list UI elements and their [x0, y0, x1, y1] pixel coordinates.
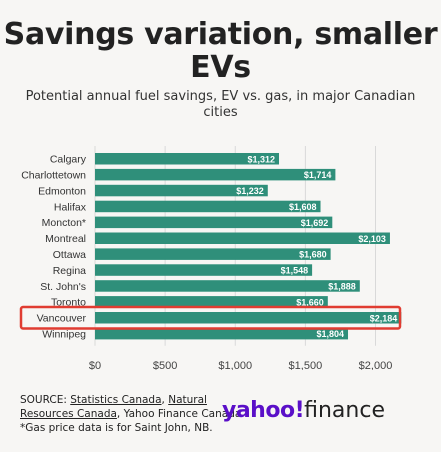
- category-labels: Calgary Charlottetown Edmonton Halifax Monct…: [21, 154, 87, 341]
- value-label: $1,888: [328, 281, 356, 291]
- bar: [95, 280, 360, 292]
- gas-price-note: *Gas price data is for Saint John, NB.: [20, 422, 213, 434]
- highlight-box: [19, 305, 402, 330]
- source-note: SOURCE: Statistics Canada, Natural Resou…: [20, 393, 250, 435]
- bar: [95, 232, 390, 244]
- value-label: $1,312: [247, 154, 275, 164]
- category-label: Toronto: [51, 297, 86, 309]
- source-link-nrcan[interactable]: Natural Resources Canada: [20, 394, 207, 420]
- value-label: $1,714: [304, 170, 332, 180]
- value-label: $2,103: [358, 234, 386, 244]
- category-label: Edmonton: [38, 185, 86, 197]
- bar: [95, 296, 328, 308]
- value-label: $1,660: [296, 297, 324, 307]
- value-label: $2,184: [370, 313, 398, 323]
- source-sep: ,: [161, 394, 169, 406]
- bar: [95, 168, 336, 181]
- category-label: St. John's: [40, 281, 86, 293]
- category-label: Moncton*: [42, 217, 86, 229]
- source-suffix: , Yahoo Finance Canada: [116, 408, 242, 420]
- bar: [95, 327, 349, 340]
- bar: [95, 312, 402, 324]
- category-label: Vancouver: [37, 313, 87, 325]
- logo-brand: yahoo!: [222, 398, 305, 423]
- value-labels: $1,312 $1,714 $1,232 $1,608 $1,692 $2,103 $1,6…: [236, 154, 397, 339]
- category-label: Winnipeg: [42, 328, 86, 340]
- category-label: Calgary: [50, 154, 87, 166]
- bar: [95, 216, 333, 229]
- logo-product: finance: [304, 398, 385, 423]
- category-label: Ottawa: [53, 249, 86, 261]
- bar: [95, 200, 321, 213]
- bar: [95, 248, 331, 260]
- x-tick-label: $0: [89, 360, 101, 370]
- bars: [95, 153, 402, 340]
- value-label: $1,232: [236, 186, 264, 196]
- yahoo-finance-logo: yahoo!finance: [222, 398, 385, 423]
- bar-chart: Calgary Charlottetown Edmonton Halifax Monct…: [19, 146, 402, 370]
- category-label: Halifax: [54, 201, 87, 213]
- source-prefix: SOURCE:: [20, 394, 71, 406]
- category-label: Regina: [53, 265, 86, 277]
- value-label: $1,608: [289, 202, 317, 212]
- value-label: $1,692: [301, 218, 329, 228]
- category-label: Charlottetown: [21, 169, 86, 181]
- bar: [95, 264, 313, 276]
- x-tick-label: $1,000: [218, 360, 252, 370]
- bar: [95, 153, 280, 165]
- x-tick-label: $500: [153, 360, 177, 370]
- value-label: $1,680: [299, 250, 327, 260]
- source-link-statcan[interactable]: Statistics Canada: [70, 394, 162, 406]
- x-axis-ticks: $0 $500 $1,000 $1,500 $2,000: [89, 360, 392, 370]
- value-label: $1,548: [281, 266, 309, 276]
- x-tick-label: $2,000: [359, 360, 393, 370]
- x-tick-label: $1,500: [289, 360, 323, 370]
- chart-title: Savings variation, smaller EVs: [3, 17, 438, 85]
- value-label: $1,804: [316, 329, 344, 339]
- bar: [95, 184, 268, 197]
- category-label: Montreal: [45, 233, 86, 245]
- chart-subtitle: Potential annual fuel savings, EV vs. ga…: [25, 89, 416, 120]
